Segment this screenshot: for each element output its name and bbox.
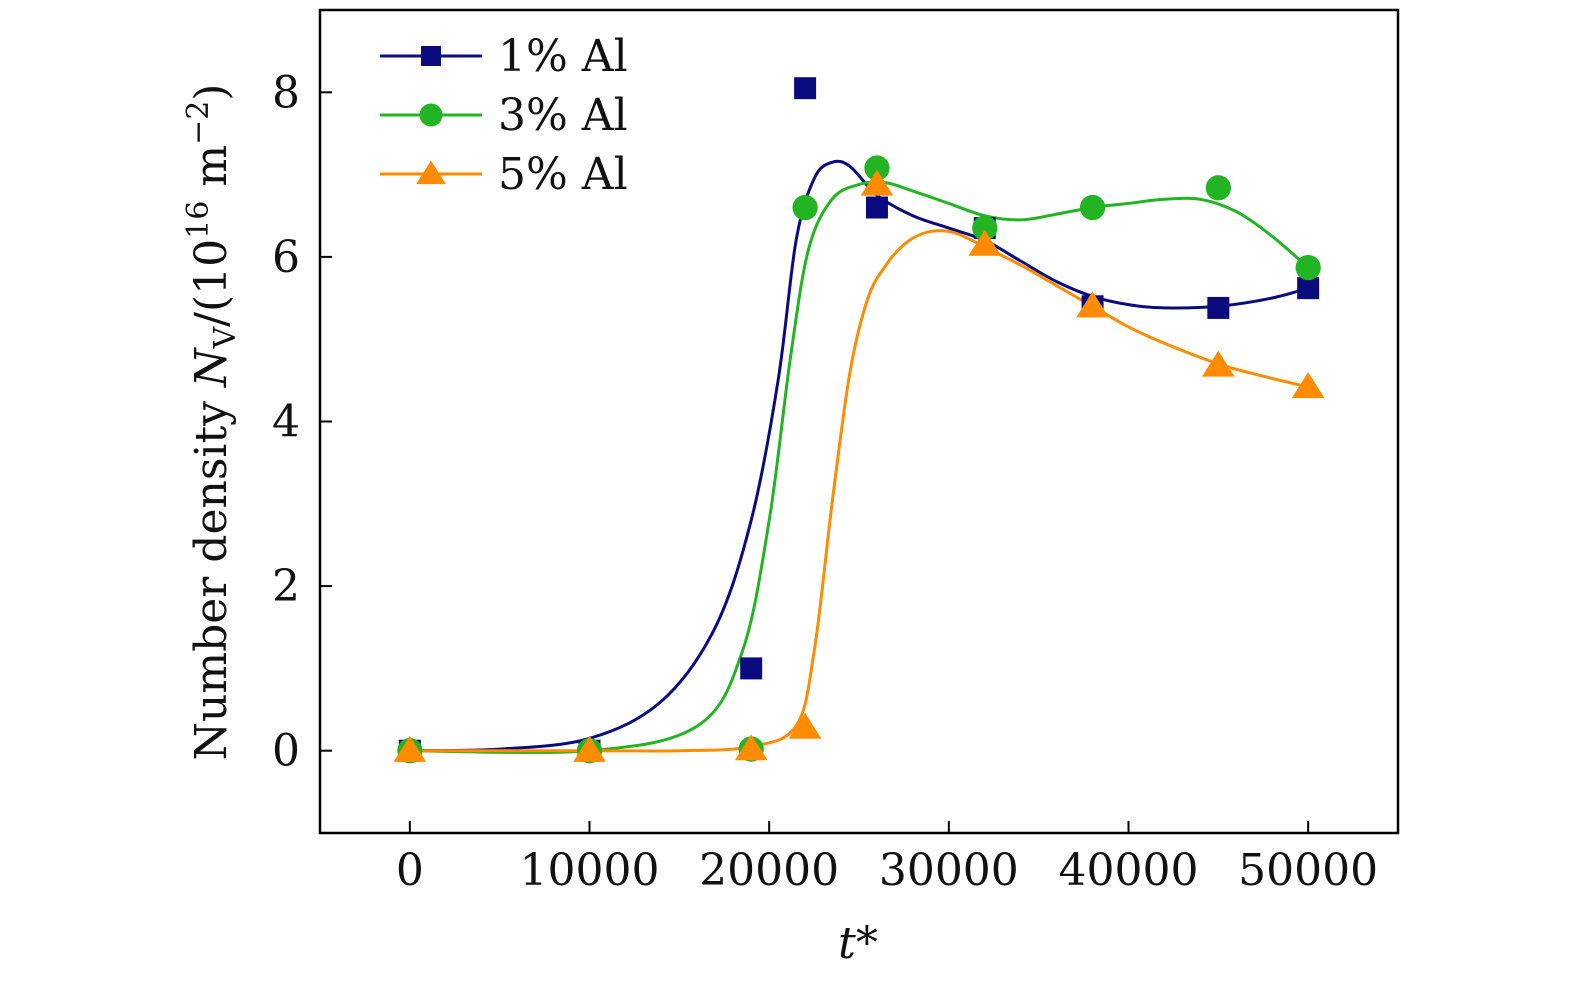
x-tick-label: 10000 (520, 845, 660, 896)
y-tick-label: 2 (272, 561, 300, 612)
legend-label: 3% Al (498, 90, 628, 141)
series-1-point (865, 196, 888, 219)
y-axis-title: Number density NV/(1016 m−2) (181, 84, 243, 761)
legend-marker (419, 103, 443, 127)
y-axis-title-unit-exponent: −2 (181, 101, 216, 145)
plot-frame (318, 8, 1400, 835)
series-1-point (1297, 277, 1320, 300)
series-2-point (792, 194, 818, 221)
series-3-point (573, 735, 606, 762)
y-axis-title-prefix: Number density (186, 387, 237, 761)
y-tick-label: 0 (272, 726, 300, 777)
axis-ticks: 0 10000 20000 30000 40000 50000 0 2 4 6 8 (272, 67, 1378, 896)
series-2-point (864, 155, 890, 181)
series-1-point (794, 77, 817, 100)
series-1-point (1207, 296, 1230, 319)
series-1-curve (409, 159, 1309, 753)
series-2-curve (409, 180, 1310, 755)
legend-label: 5% Al (498, 149, 628, 200)
y-axis-title-unit-mid: m (186, 145, 237, 201)
series-2-point (1295, 254, 1321, 281)
x-axis-title: t* (838, 918, 878, 969)
series-3-point (1201, 350, 1235, 377)
x-tick-label: 30000 (879, 845, 1019, 896)
y-axis-title-subscript: V (208, 325, 243, 349)
series-3-point (788, 712, 822, 739)
legend-marker (421, 46, 441, 66)
y-tick-label: 4 (272, 397, 300, 448)
series-2-point (1205, 175, 1231, 201)
x-tick-label: 50000 (1238, 845, 1378, 896)
series-3-point (1291, 372, 1325, 399)
series-3-point (393, 735, 427, 762)
y-tick-label: 6 (272, 232, 300, 283)
x-tick-label: 20000 (699, 845, 839, 896)
series-3-point (968, 229, 1002, 256)
x-tick-label: 0 (396, 845, 424, 896)
series-1-point (740, 657, 763, 680)
series-2-point (1079, 194, 1106, 221)
data-markers (393, 77, 1325, 764)
y-tick-label: 8 (272, 67, 300, 118)
series-3-point (860, 169, 894, 196)
y-axis-title-symbol: N (186, 347, 237, 388)
series-2-point (972, 215, 998, 241)
legend-label: 1% Al (498, 31, 628, 82)
series-3-point (1076, 291, 1109, 318)
x-tick-label: 40000 (1059, 845, 1199, 896)
series-3-point (734, 734, 768, 761)
fit-curves (409, 159, 1310, 755)
y-axis-title-unit-close: ) (186, 84, 237, 101)
y-axis-title-exponent: 16 (181, 201, 216, 239)
legend-marker (416, 160, 446, 185)
y-axis-title-unit-open: /(10 (186, 239, 237, 327)
legend: 1% Al 3% Al 5% Al (380, 31, 628, 200)
